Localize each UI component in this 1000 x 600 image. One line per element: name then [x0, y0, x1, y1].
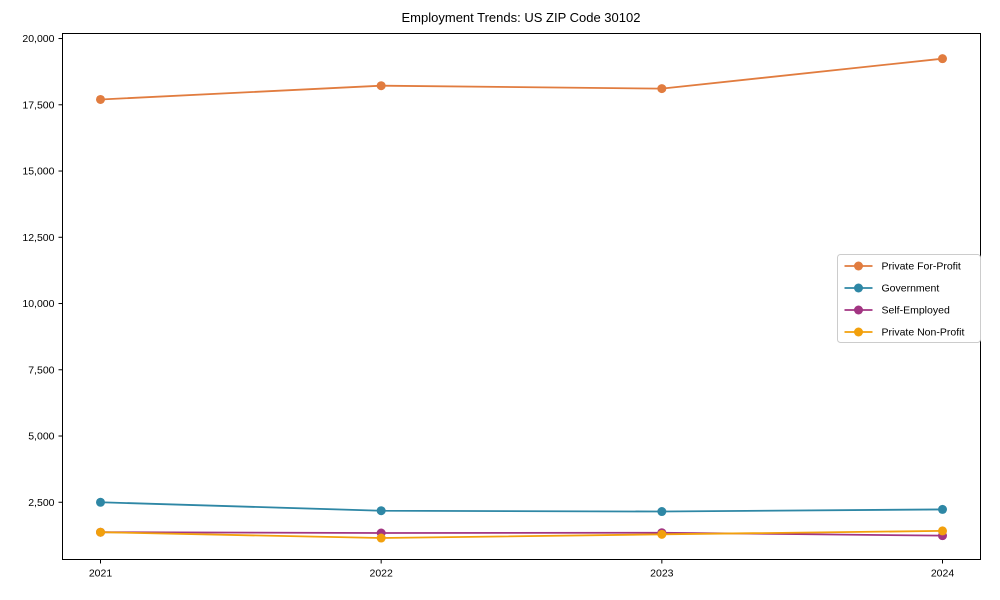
data-point-marker — [376, 506, 386, 516]
legend-swatch-marker — [854, 283, 863, 293]
series-government — [96, 497, 947, 517]
x-tick-label: 2022 — [369, 568, 393, 580]
legend-box — [837, 254, 981, 343]
legend-entry: Private For-Profit — [844, 261, 961, 273]
x-axis: 2021 2022 2023 2024 — [89, 559, 955, 580]
data-point-marker — [376, 81, 386, 91]
y-axis: 2,500 5,000 7,500 10,000 12,500 15,000 17,500 2… — [22, 33, 63, 509]
series-line — [100, 529, 943, 539]
legend: Private For-Profit Government Self-Employe… — [837, 254, 981, 343]
series-private-non-profit — [96, 526, 947, 543]
data-point-marker — [657, 84, 667, 94]
y-tick-label: 20,000 — [22, 33, 54, 45]
legend-entry: Self-Employed — [844, 305, 950, 317]
series-line — [100, 501, 943, 513]
data-point-marker — [938, 526, 947, 536]
x-tick-label: 2023 — [650, 568, 674, 580]
series-line — [100, 57, 943, 101]
y-tick-label: 17,500 — [22, 99, 54, 111]
chart-title: Employment Trends: US ZIP Code 30102 — [402, 10, 641, 25]
data-point-marker — [657, 507, 667, 517]
data-point-marker — [376, 533, 386, 543]
legend-label: Private Non-Profit — [882, 327, 965, 339]
y-tick-label: 7,500 — [28, 364, 54, 376]
legend-label: Government — [882, 283, 940, 295]
y-tick-label: 10,000 — [22, 298, 54, 310]
x-tick-label: 2024 — [931, 568, 955, 580]
legend-entry: Government — [844, 283, 940, 295]
legend-label: Private For-Profit — [882, 261, 961, 273]
x-tick-label: 2021 — [89, 568, 113, 580]
data-point-marker — [96, 497, 105, 507]
legend-swatch-marker — [854, 327, 863, 337]
data-point-marker — [938, 504, 947, 514]
data-point-marker — [657, 529, 667, 539]
y-tick-label: 5,000 — [28, 431, 54, 443]
legend-swatch-marker — [854, 261, 863, 271]
legend-swatch-marker — [854, 305, 863, 315]
series-layer — [96, 54, 947, 543]
y-tick-label: 2,500 — [28, 497, 54, 509]
data-point-marker — [938, 54, 947, 64]
y-tick-label: 12,500 — [22, 232, 54, 244]
y-tick-label: 15,000 — [22, 166, 54, 178]
data-point-marker — [96, 94, 105, 104]
legend-entry: Private Non-Profit — [844, 327, 965, 339]
series-line — [100, 531, 943, 537]
legend-label: Self-Employed — [882, 305, 950, 317]
data-point-marker — [96, 527, 105, 537]
series-private-for-profit — [96, 54, 947, 104]
